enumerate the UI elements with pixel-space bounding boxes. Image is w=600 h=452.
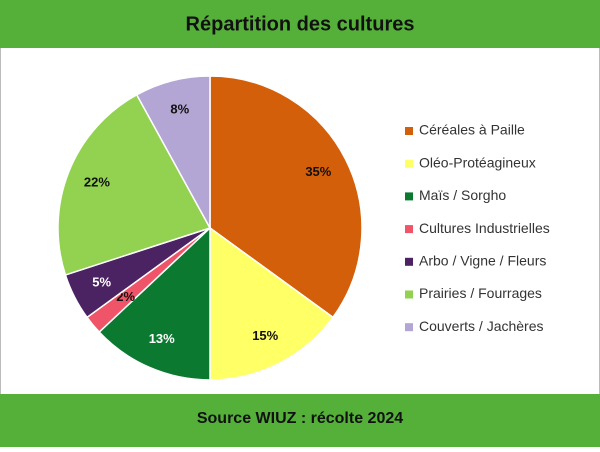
data-label: 8% (170, 102, 189, 117)
legend-swatch (405, 159, 413, 168)
pie-slice (57, 93, 212, 276)
legend-label: Céréales à Paille (419, 122, 525, 138)
data-label: 5% (92, 275, 111, 290)
legend-label: Cultures Industrielles (419, 220, 550, 236)
pie-slice (209, 226, 335, 381)
legend-label: Arbo / Vigne / Fleurs (419, 253, 546, 269)
legend-label: Oléo-Protéagineux (419, 154, 536, 170)
legend-swatch (405, 225, 413, 234)
legend-swatch (405, 323, 413, 332)
data-label: 22% (84, 175, 110, 190)
legend-label: Couverts / Jachères (419, 318, 544, 334)
legend-label: Maïs / Sorgho (419, 187, 506, 203)
data-label: 35% (305, 164, 331, 179)
chart-title: Répartition des cultures (186, 13, 415, 35)
pie-slice (98, 226, 211, 381)
pie-slice (209, 75, 363, 319)
pie-slice (135, 75, 211, 229)
header-band (0, 0, 600, 48)
legend-swatch (405, 127, 413, 135)
legend-label: Prairies / Fourrages (419, 285, 542, 301)
data-label: 15% (252, 328, 278, 343)
legend-swatch (405, 257, 413, 266)
data-label: 13% (149, 331, 175, 346)
chart-footer: Source WIUZ : récolte 2024 (197, 410, 403, 427)
footer-band (0, 394, 600, 447)
legend-swatch (405, 192, 413, 201)
legend-swatch (405, 290, 413, 299)
